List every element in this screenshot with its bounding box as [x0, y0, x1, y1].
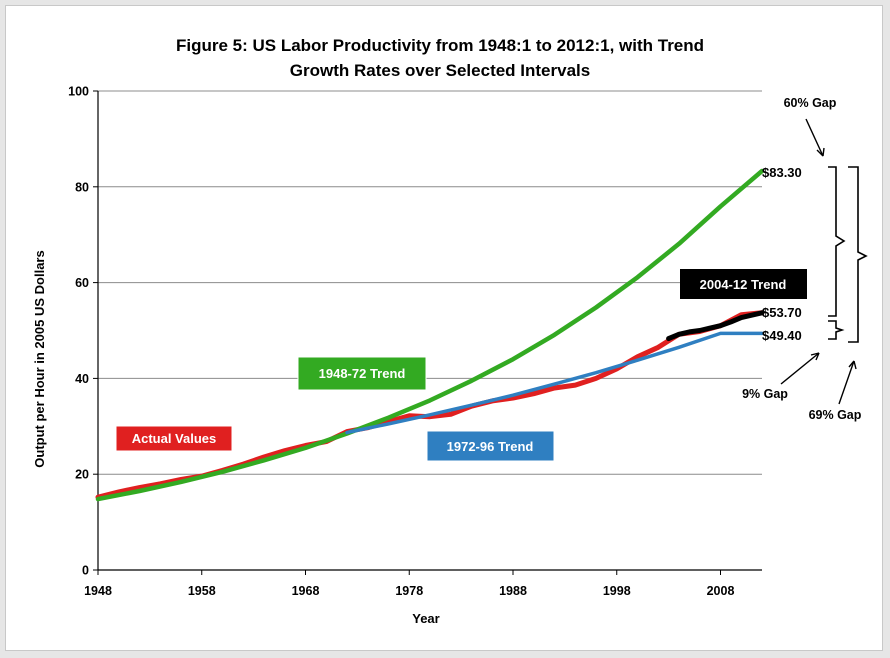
- label-1948-72-trend: 1948-72 Trend: [297, 356, 427, 391]
- label-1972-96-trend-box: [426, 430, 555, 462]
- tick-labels: 0 20 40 60 80 100 1948 1958 1968 1978 1988 1998 2008: [68, 85, 734, 599]
- arrow-60-gap: [805, 118, 824, 157]
- bracket-9-gap: [828, 320, 845, 340]
- arrow-9-gap-head: [810, 352, 820, 361]
- y-tick-label: 0: [82, 564, 89, 578]
- label-actual-values-box: [115, 425, 233, 452]
- series-line-1948-72-trend: [95, 168, 765, 502]
- y-tick-label: 100: [68, 85, 89, 99]
- gridlines: [98, 90, 762, 475]
- axes: [93, 90, 762, 575]
- end-value-1972-96: $49.40: [762, 328, 802, 343]
- label-actual-values-text: Actual Values: [132, 431, 217, 446]
- label-1972-96-trend: 1972-96 Trend: [426, 430, 555, 462]
- x-tick-label: 1958: [188, 584, 216, 598]
- bracket-60-gap: [828, 166, 846, 317]
- series-line-1972-96-trend: [345, 331, 764, 435]
- label-1948-72-trend-box: [297, 356, 427, 391]
- gap-label-69: 69% Gap: [809, 408, 862, 422]
- chart-title-line-2: Growth Rates over Selected Intervals: [290, 61, 590, 80]
- series-line-2004-12-trend: [666, 310, 765, 342]
- series-lines: [95, 168, 765, 502]
- series-line-actual-values: [95, 310, 765, 500]
- x-axis-label: Year: [412, 611, 439, 626]
- x-tick-label: 1988: [499, 584, 527, 598]
- arrow-60-gap-head: [816, 147, 825, 157]
- chart-title-line-1: Figure 5: US Labor Productivity from 194…: [176, 36, 704, 55]
- gap-label-9: 9% Gap: [742, 387, 788, 401]
- chart-frame: Figure 5: US Labor Productivity from 194…: [5, 5, 883, 651]
- end-value-1948-72: $83.30: [762, 165, 802, 180]
- arrow-69-gap-head: [848, 360, 857, 370]
- productivity-chart: Figure 5: US Labor Productivity from 194…: [32, 36, 868, 626]
- y-tick-label: 80: [75, 180, 89, 194]
- x-tick-label: 1948: [84, 584, 112, 598]
- x-tick-label: 1968: [292, 584, 320, 598]
- gap-label-60: 60% Gap: [784, 96, 837, 110]
- x-tick-label: 2008: [707, 584, 735, 598]
- arrow-9-gap: [780, 352, 820, 385]
- y-tick-label: 40: [75, 372, 89, 386]
- label-1972-96-trend-text: 1972-96 Trend: [447, 439, 534, 454]
- label-1948-72-trend-text: 1948-72 Trend: [319, 366, 406, 381]
- y-tick-label: 60: [75, 276, 89, 290]
- end-value-2004-12: $53.70: [762, 305, 802, 320]
- label-2004-12-trend: 2004-12 Trend: [680, 269, 807, 299]
- x-tick-label: 1998: [603, 584, 631, 598]
- x-tick-label: 1978: [395, 584, 423, 598]
- label-actual-values: Actual Values: [115, 425, 233, 452]
- gap-arrows: [780, 118, 857, 405]
- arrow-69-gap: [838, 360, 855, 405]
- label-2004-12-trend-box: [680, 269, 807, 299]
- y-tick-label: 20: [75, 468, 89, 482]
- bracket-69-gap: [848, 166, 868, 343]
- label-2004-12-trend-text: 2004-12 Trend: [700, 277, 787, 292]
- y-axis-label: Output per Hour in 2005 US Dollars: [32, 250, 47, 467]
